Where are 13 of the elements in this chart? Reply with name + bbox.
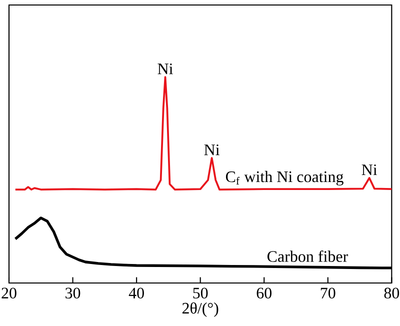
x-tick-label: 40 [128,288,144,298]
series-label: C$_{f}$ with Ni coating [226,170,344,186]
x-tick-label: 70 [320,288,336,298]
annotation: Ni [204,144,220,156]
x-tick-label: 20 [2,288,16,298]
x-tick-label: 50 [193,288,208,298]
x-axis-title: 2θ/(°) [182,302,218,317]
x-tick-label: 80 [384,288,400,298]
annotation: Ni [362,164,378,176]
series-label: Carbon fiber [267,250,348,262]
annotation: Ni [158,64,173,74]
x-tick-label: 30 [66,288,80,298]
x-tick-label: 60 [256,288,272,298]
